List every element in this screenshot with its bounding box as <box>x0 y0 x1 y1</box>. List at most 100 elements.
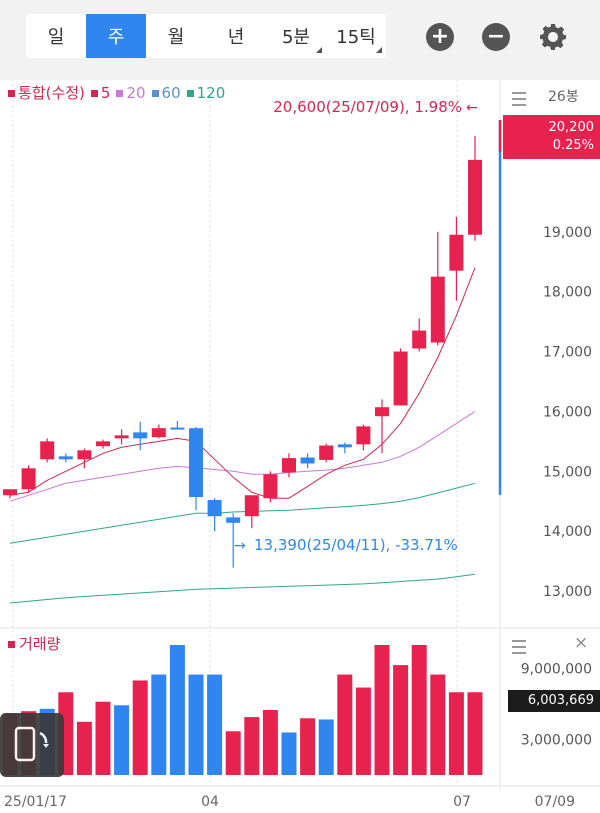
volume-tick-label: 9,000,000 <box>521 662 592 678</box>
candle-body <box>40 441 55 460</box>
volume-bar <box>411 645 427 775</box>
period-tab-3[interactable]: 년 <box>206 14 266 58</box>
volume-bar <box>374 645 390 775</box>
close-icon[interactable]: × <box>574 633 589 653</box>
price-tick-label: 14,000 <box>543 524 592 540</box>
price-legend: 통합(수정) 5 20 60 120 <box>8 82 225 103</box>
volume-bar <box>114 705 130 775</box>
candle-body <box>412 330 427 349</box>
legend-ma-120: 120 <box>186 84 225 102</box>
period-tab-label: 일 <box>47 27 65 48</box>
price-tick-label: 15,000 <box>543 464 592 480</box>
period-tab-5[interactable]: 15틱 <box>326 14 386 58</box>
volume-bar <box>188 674 204 775</box>
low-annotation: 13,390(25/04/11), -33.71% <box>254 536 458 554</box>
period-tab-4[interactable]: 5분 <box>266 14 326 58</box>
period-tab-2[interactable]: 월 <box>146 14 206 58</box>
volume-bar <box>207 674 223 775</box>
candle-body <box>430 276 445 343</box>
volume-legend: 거래량 <box>8 633 60 654</box>
candle-body <box>151 428 166 438</box>
period-tab-label: 년 <box>227 27 245 48</box>
candle-body <box>393 351 408 406</box>
candle-body <box>226 517 241 523</box>
candle-body <box>319 445 334 460</box>
price-tick-label: 17,000 <box>543 345 592 361</box>
candle-body <box>58 456 73 460</box>
period-tab-label: 15틱 <box>336 27 376 48</box>
volume-bar <box>300 718 316 775</box>
candle-body <box>449 234 464 271</box>
volume-bar <box>355 687 371 775</box>
ma20-line <box>9 410 476 502</box>
current-price-tag: 20,200 0.25% <box>503 115 600 159</box>
candle-body <box>96 441 110 447</box>
volume-bar <box>430 674 446 775</box>
candle-body <box>375 407 389 417</box>
volume-bar <box>132 680 148 775</box>
volume-bar <box>225 731 241 775</box>
price-menu-icon[interactable] <box>512 92 526 106</box>
high-arrow-icon: ← <box>466 100 478 116</box>
legend-main: 통합(수정) <box>8 82 85 103</box>
chart-toolbar: 일 주 월 년 5분 15틱 + − <box>0 0 600 80</box>
candle-body <box>133 432 148 439</box>
volume-bar <box>76 721 92 775</box>
candle-body <box>282 458 296 473</box>
rotate-screen-icon <box>14 726 49 762</box>
volume-menu-icon[interactable] <box>512 640 526 654</box>
candle-body <box>21 468 36 490</box>
period-tab-label: 5분 <box>281 27 310 48</box>
candle-body <box>114 435 129 439</box>
high-annotation: 20,600(25/07/09), 1.98% <box>273 98 462 116</box>
candle-body <box>189 428 203 498</box>
candle-body <box>207 500 222 517</box>
dropdown-corner-icon <box>316 47 322 53</box>
bar-count: 26봉 <box>548 89 579 105</box>
x-axis-label: 04 <box>201 794 219 810</box>
volume-legend-swatch <box>8 641 15 648</box>
current-volume-tag: 6,003,669 <box>508 690 600 712</box>
volume-bar <box>467 692 483 775</box>
candle-body <box>337 444 352 448</box>
minus-icon: − <box>486 24 506 49</box>
candle-body <box>77 450 92 460</box>
ma60-line <box>9 482 476 544</box>
candle-body <box>356 426 371 445</box>
ma5-line <box>9 267 476 499</box>
price-tick-label: 13,000 <box>543 584 592 600</box>
period-tab-label: 주 <box>107 27 125 48</box>
volume-bar <box>95 701 111 775</box>
legend-ma-list: 5 20 60 120 <box>90 84 225 102</box>
x-axis-label: 07 <box>453 794 471 810</box>
volume-bar <box>281 732 297 775</box>
price-tick-label: 16,000 <box>543 404 592 420</box>
dropdown-corner-icon <box>376 47 382 53</box>
gear-icon[interactable] <box>538 22 568 52</box>
volume-bar <box>337 674 353 775</box>
zoom-out-button[interactable]: − <box>482 23 510 51</box>
ma120-line <box>9 573 476 604</box>
candle-body <box>263 474 278 499</box>
candle-body <box>3 489 17 496</box>
current-price: 20,200 <box>548 120 595 135</box>
legend-main-swatch <box>8 90 15 97</box>
zoom-in-button[interactable]: + <box>426 23 454 51</box>
x-axis-label: 07/09 <box>535 794 575 810</box>
candle-body <box>300 457 315 464</box>
period-tab-1[interactable]: 주 <box>86 14 146 58</box>
legend-ma-20: 20 <box>116 84 146 102</box>
volume-bar <box>169 645 185 775</box>
current-change: 0.25% <box>552 138 594 153</box>
period-tab-0[interactable]: 일 <box>26 14 86 58</box>
volume-bar <box>151 674 167 775</box>
candle-body <box>468 159 482 235</box>
floating-window-button[interactable] <box>0 713 64 777</box>
period-selector: 일 주 월 년 5분 15틱 <box>26 14 386 58</box>
volume-bar <box>262 710 278 775</box>
period-tab-label: 월 <box>167 27 185 48</box>
price-tick-label: 19,000 <box>543 225 592 241</box>
legend-ma-5: 5 <box>90 84 110 102</box>
x-axis-label: 25/01/17 <box>4 794 67 810</box>
